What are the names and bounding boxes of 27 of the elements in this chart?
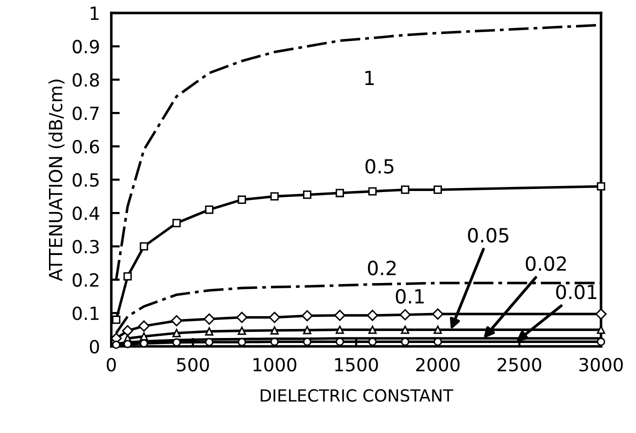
x-tick-label: 2000 bbox=[416, 358, 460, 372]
y-tick-label: 0.6 bbox=[72, 140, 100, 154]
y-tick-label: 0.3 bbox=[72, 240, 99, 254]
x-tick-label: 3000 bbox=[579, 358, 623, 372]
x-tick-label: 2500 bbox=[498, 358, 542, 372]
y-tick-label: 0.4 bbox=[72, 206, 100, 220]
y-tick-label: 0.1 bbox=[72, 306, 99, 320]
x-axis-title: DIELECTRIC CONSTANT bbox=[260, 389, 454, 402]
annotation: 1 bbox=[365, 70, 374, 86]
y-tick-label: 0 bbox=[90, 340, 99, 354]
annotation: 0.1 bbox=[396, 288, 424, 304]
x-tick-label: 1000 bbox=[254, 358, 296, 372]
annotation: 0.05 bbox=[468, 228, 508, 243]
annotation: 0.2 bbox=[368, 260, 396, 276]
y-tick-label: 1 bbox=[90, 6, 99, 20]
x-tick-label: 0 bbox=[106, 358, 116, 372]
x-tick-label: 500 bbox=[177, 358, 209, 372]
y-tick-label: 0.5 bbox=[72, 173, 99, 187]
annotation: 0.02 bbox=[526, 256, 566, 271]
annotation: 0.5 bbox=[365, 158, 394, 174]
y-axis-title: ATTENUATION (dB/cm) bbox=[48, 80, 65, 282]
y-tick-label: 0.8 bbox=[72, 73, 99, 87]
x-tick-label: 1500 bbox=[335, 358, 378, 372]
y-tick-label: 0.2 bbox=[72, 273, 98, 287]
y-tick-label: 0.9 bbox=[72, 40, 99, 54]
y-tick-label: 0.7 bbox=[72, 106, 99, 120]
annotation: 0.01 bbox=[556, 284, 596, 300]
